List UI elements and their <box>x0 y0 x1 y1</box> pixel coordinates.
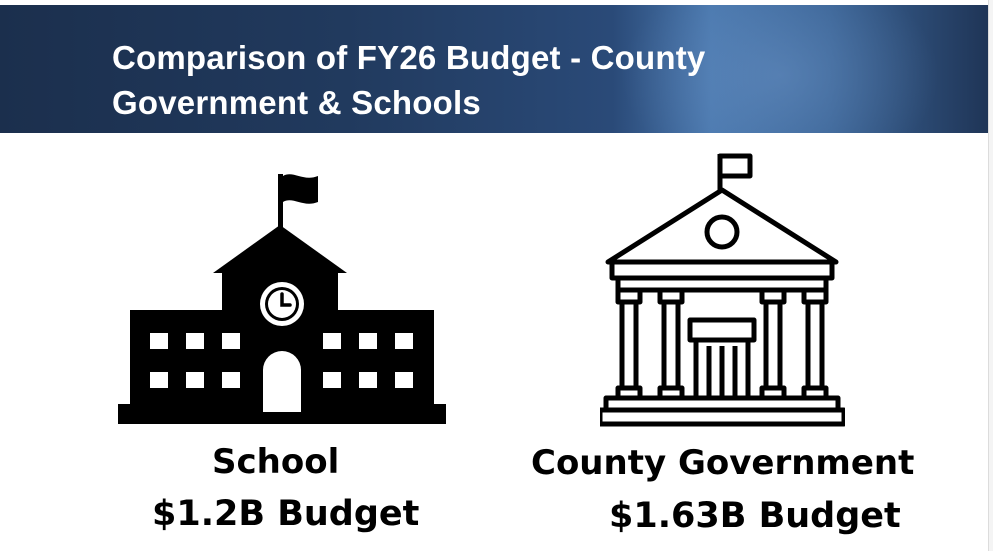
county-government-budget: $1.63B Budget <box>609 496 901 536</box>
school-budget: $1.2B Budget <box>152 494 420 534</box>
slide-edge <box>988 0 993 551</box>
slide-title-line-2: Government & Schools <box>112 84 481 121</box>
school-label: School <box>212 442 340 482</box>
banner-glow <box>620 5 940 133</box>
county-government-label: County Government <box>531 443 915 483</box>
school-building-icon <box>118 170 446 428</box>
slide-title: Comparison of FY26 Budget - County Gover… <box>112 35 872 125</box>
slide-title-line-1: Comparison of FY26 Budget - County <box>112 39 706 76</box>
title-banner: Comparison of FY26 Budget - County Gover… <box>0 5 988 133</box>
government-building-icon <box>597 150 847 432</box>
